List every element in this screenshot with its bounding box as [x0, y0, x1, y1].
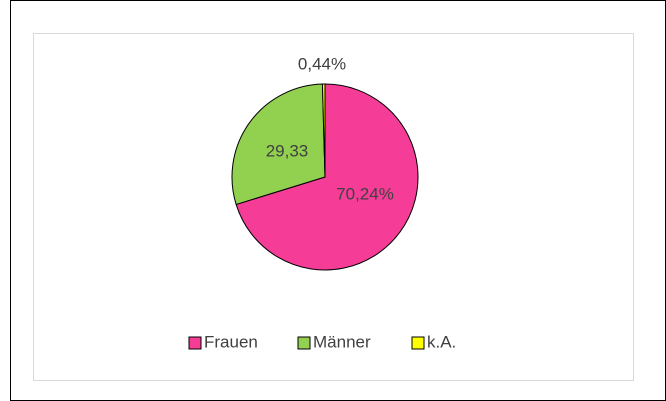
data-label: 29,33: [266, 141, 309, 160]
data-label: 70,24%: [336, 184, 394, 203]
pie-slice: [235, 83, 419, 271]
data-label: 0,44%: [298, 54, 346, 73]
legend-swatch: [188, 336, 202, 350]
legend-label: Männer: [313, 332, 371, 351]
legend-label: Frauen: [204, 332, 258, 351]
pie-slice: [321, 83, 326, 178]
legend-swatch: [297, 336, 311, 350]
pie-slice: [231, 83, 326, 206]
legend-swatch: [411, 336, 425, 350]
legend-label: k.A.: [427, 332, 456, 351]
